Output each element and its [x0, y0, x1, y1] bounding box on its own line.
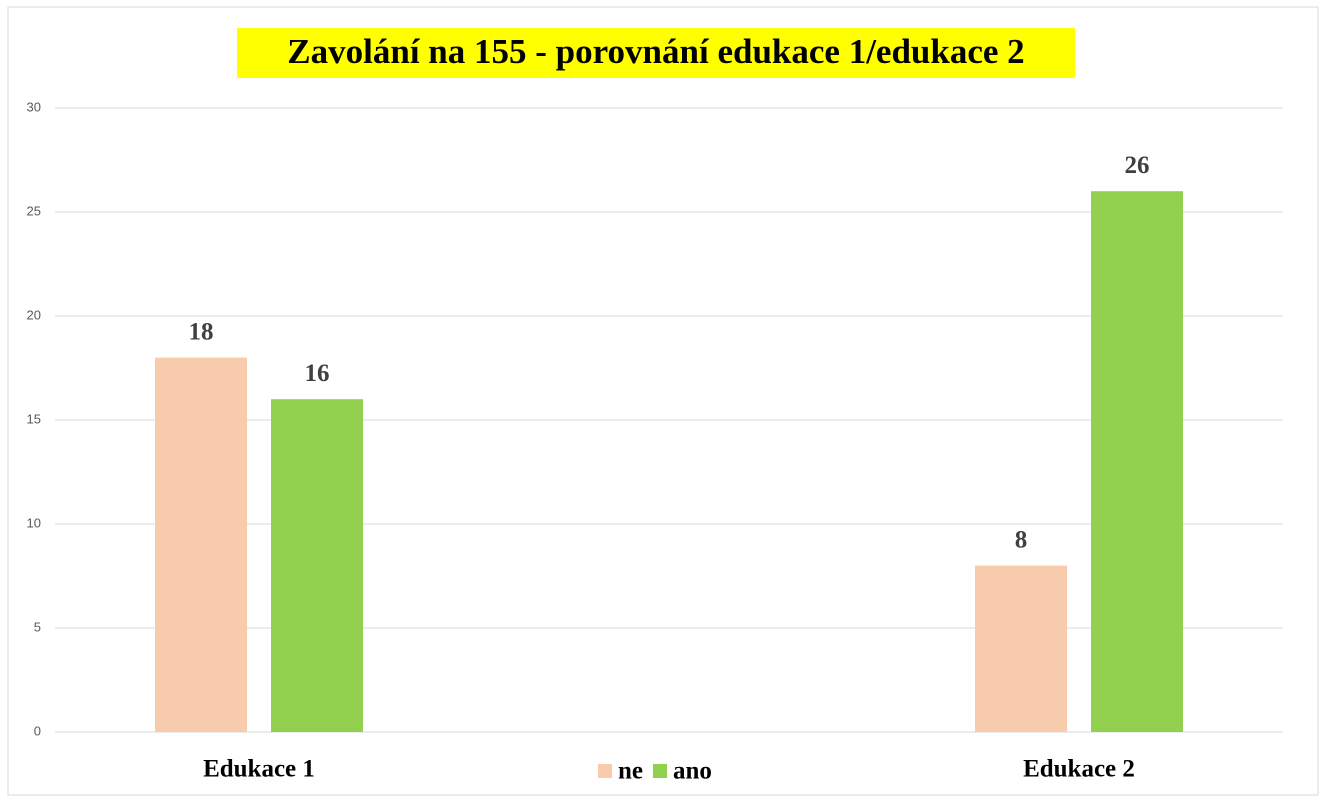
y-tick-label: 15 [27, 411, 41, 426]
legend-label: ano [673, 758, 712, 785]
legend-swatch [598, 764, 612, 778]
y-tick-label: 0 [34, 723, 41, 738]
chart-title: Zavolání na 155 - porovnání edukace 1/ed… [287, 32, 1024, 71]
x-tick-label: Edukace 1 [203, 756, 315, 783]
y-tick-label: 25 [27, 203, 41, 218]
legend-label: ne [618, 758, 643, 785]
data-label: 26 [1125, 152, 1150, 179]
y-tick-label: 10 [27, 515, 41, 530]
data-label: 18 [189, 318, 214, 345]
y-tick-label: 20 [27, 307, 41, 322]
bar [1091, 191, 1183, 732]
title-highlight [237, 28, 1075, 78]
y-tick-label: 5 [34, 619, 41, 634]
bar [975, 565, 1067, 732]
bar [155, 357, 247, 732]
bar [271, 399, 363, 732]
x-tick-label: Edukace 2 [1023, 756, 1135, 783]
data-label: 16 [305, 360, 330, 387]
data-label: 8 [1015, 526, 1028, 553]
legend-swatch [653, 764, 667, 778]
y-tick-label: 30 [27, 99, 41, 114]
